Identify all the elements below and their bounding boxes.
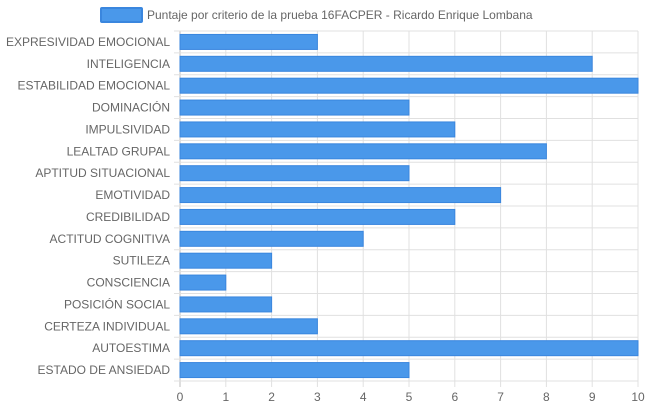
category-label: APTITUD SITUACIONAL: [35, 166, 170, 180]
x-tick-label: 10: [631, 390, 645, 404]
bar: [179, 187, 502, 204]
bar: [179, 274, 227, 291]
bar: [179, 208, 456, 225]
bar: [179, 252, 273, 269]
category-label: IMPULSIVIDAD: [85, 122, 170, 136]
x-tick-label: 9: [589, 390, 596, 404]
category-label: EMOTIVIDAD: [95, 188, 170, 202]
category-labels: EXPRESIVIDAD EMOCIONAL INTELIGENCIA ESTABI…: [6, 35, 170, 377]
category-label: DOMINACIÓN: [92, 100, 170, 115]
x-tick-label: 6: [451, 390, 458, 404]
bar: [179, 340, 639, 357]
category-label: ESTABILIDAD EMOCIONAL: [18, 79, 171, 93]
bar: [179, 362, 410, 379]
x-tick-label: 4: [360, 390, 367, 404]
x-tick-label: 8: [543, 390, 550, 404]
bar: [179, 165, 410, 182]
x-tick-label: 1: [222, 390, 229, 404]
bar: [179, 99, 410, 116]
category-label: CONSCIENCIA: [87, 276, 170, 290]
category-label: LEALTAD GRUPAL: [67, 144, 171, 158]
bar: [179, 121, 456, 138]
bar: [179, 296, 273, 313]
bar: [179, 77, 639, 94]
bars: [179, 33, 639, 379]
category-label: INTELIGENCIA: [87, 57, 170, 71]
bar: [179, 318, 318, 335]
category-label: EXPRESIVIDAD EMOCIONAL: [6, 35, 170, 49]
category-label: CREDIBILIDAD: [86, 210, 170, 224]
bar: [179, 33, 318, 50]
x-tick-label: 0: [177, 390, 184, 404]
x-tick-label: 2: [268, 390, 275, 404]
bar: [179, 55, 593, 72]
category-label: AUTOESTIMA: [92, 341, 170, 355]
legend: Puntaje por criterio de la prueba 16FACP…: [100, 7, 533, 23]
x-axis-tick-labels: 0 1 2 3 4 5 6 7 8 9 10: [177, 390, 645, 404]
bar: [179, 143, 547, 160]
x-tick-label: 7: [497, 390, 504, 404]
category-label: ACTITUD COGNITIVA: [50, 232, 170, 246]
x-tick-label: 3: [314, 390, 321, 404]
legend-swatch: [100, 7, 143, 23]
x-tick-label: 5: [406, 390, 413, 404]
bar: [179, 230, 364, 247]
category-label: SUTILEZA: [113, 254, 170, 268]
category-label: ESTADO DE ANSIEDAD: [38, 363, 171, 377]
category-label: POSICIÓN SOCIAL: [64, 296, 170, 311]
category-label: CERTEZA INDIVIDUAL: [44, 319, 170, 333]
legend-label: Puntaje por criterio de la prueba 16FACP…: [147, 8, 533, 22]
